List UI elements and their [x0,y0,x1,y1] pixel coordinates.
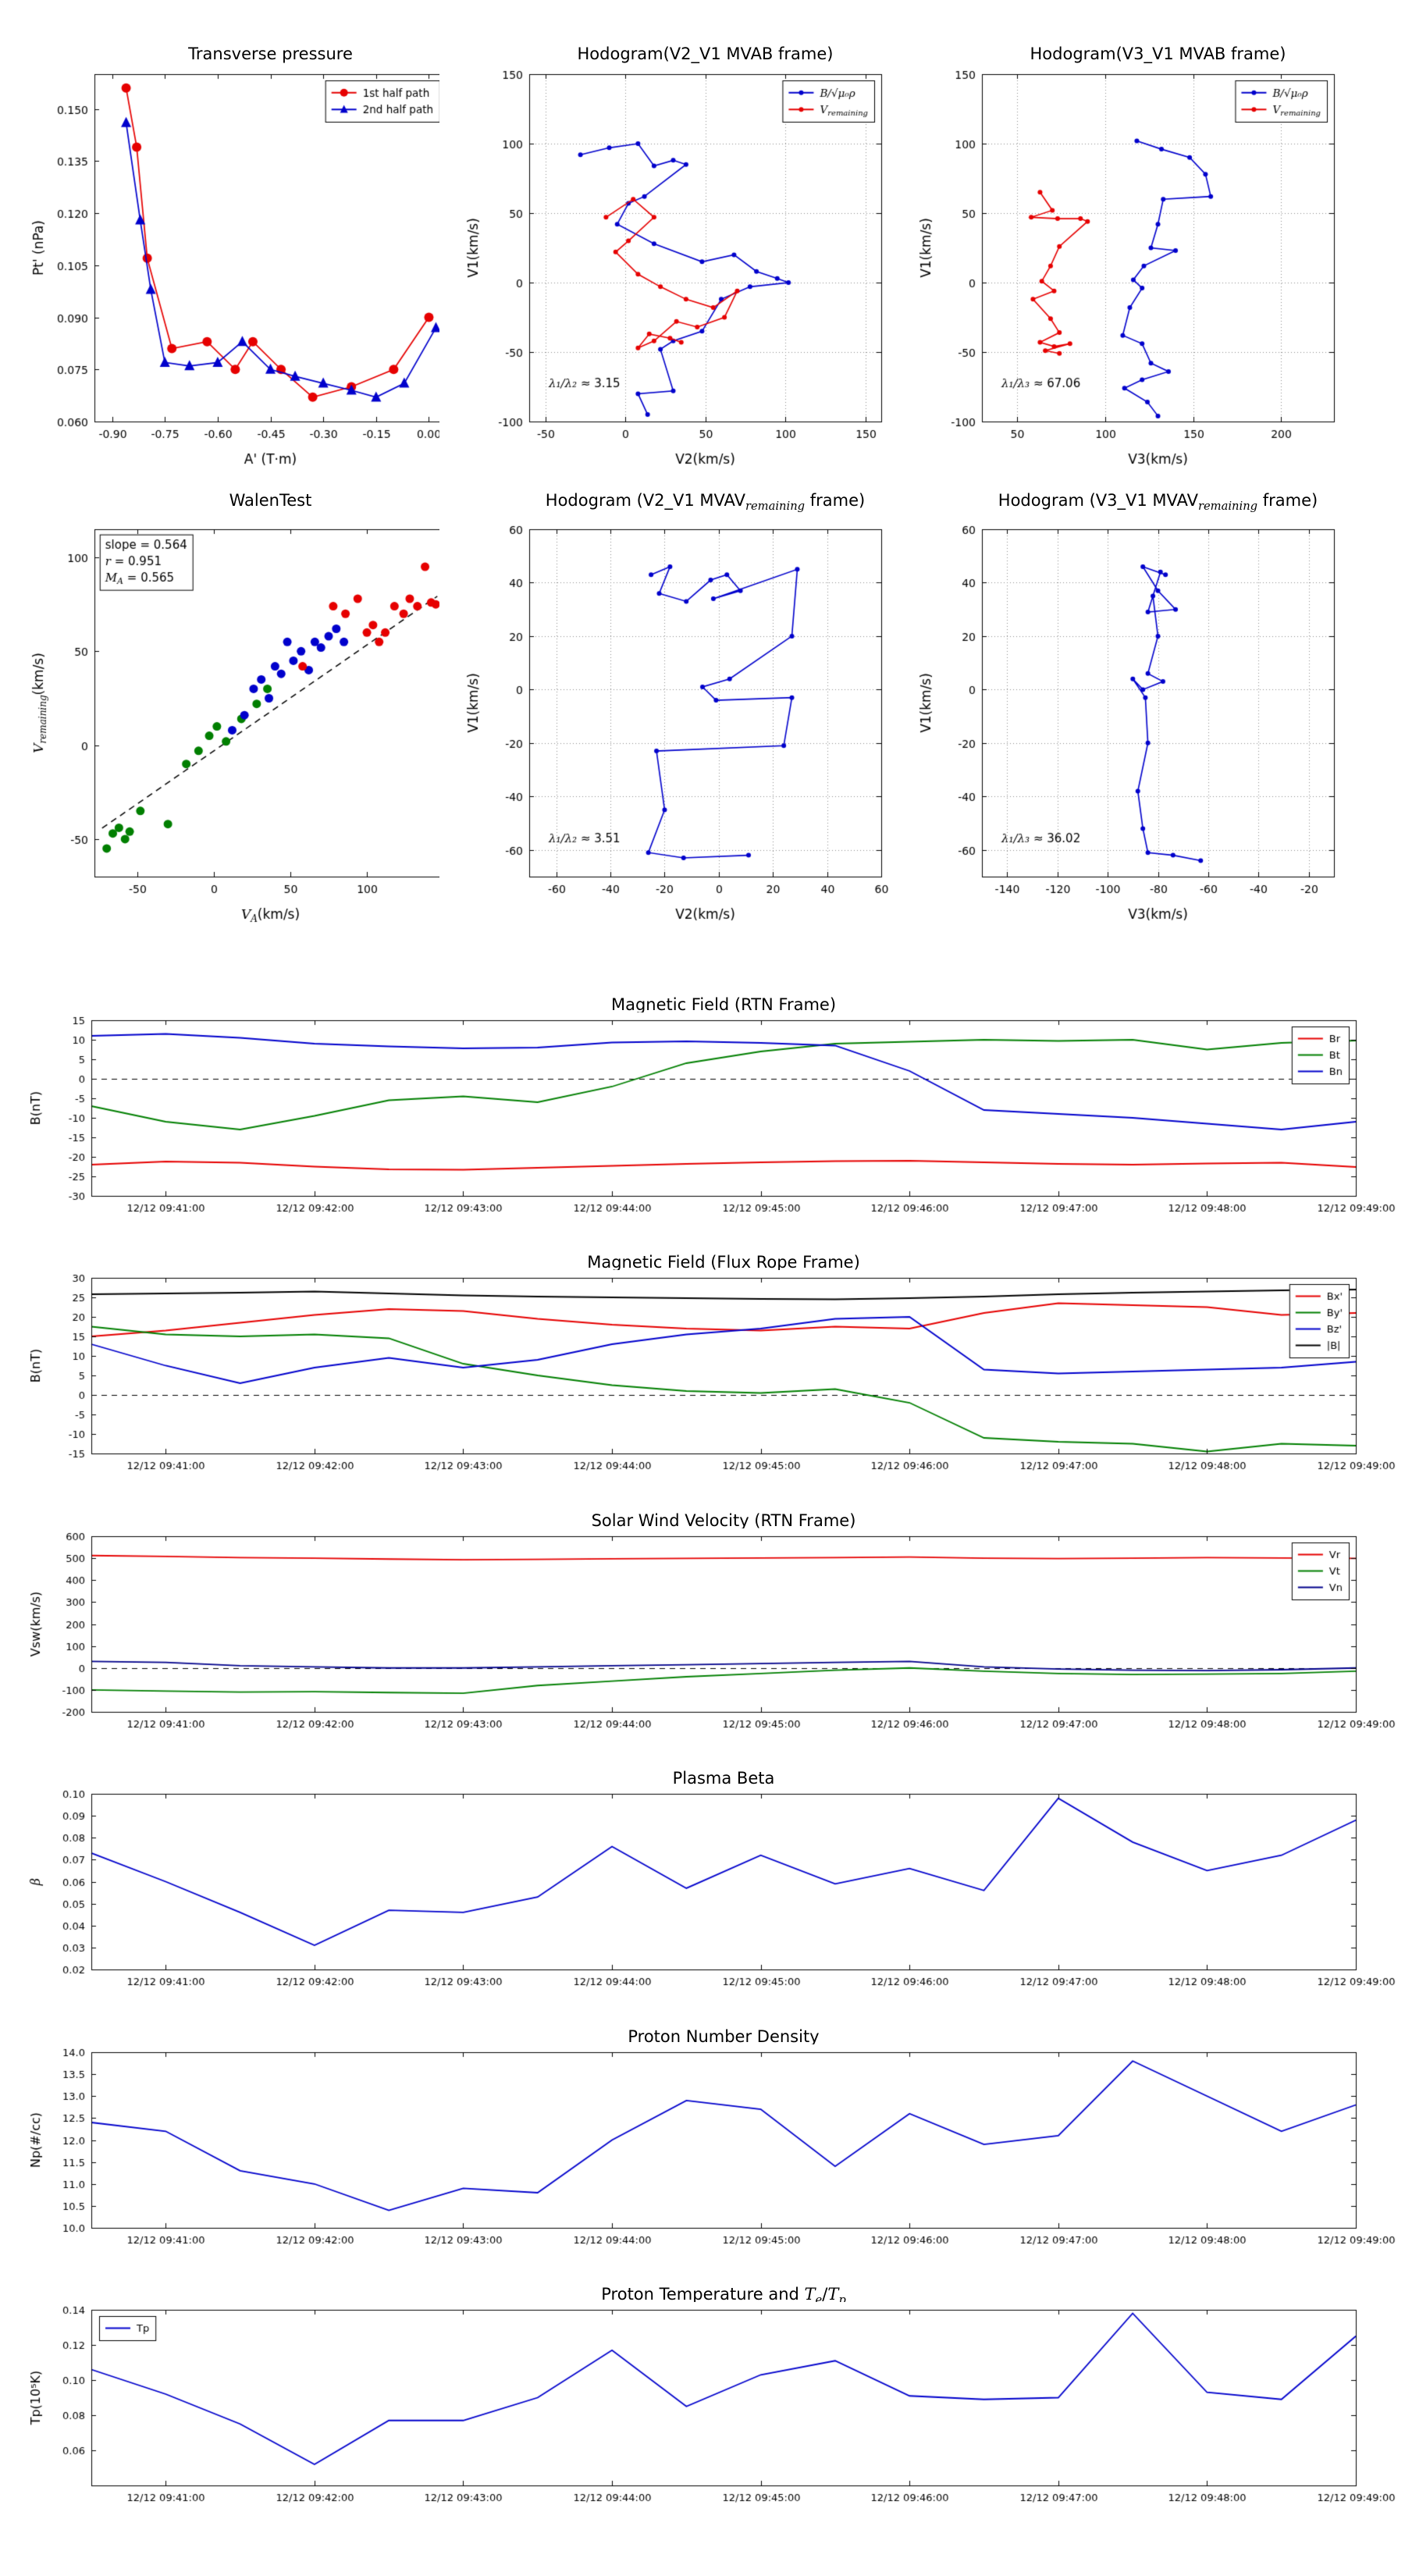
chart-hodogram-v3v1-mvav [892,520,1371,938]
chart-title-plasma-beta: Plasma Beta [672,1769,775,1788]
chart-title-magnetic-field-rtn: Magnetic Field (RTN Frame) [610,995,837,1014]
chart-hodogram-v2v1-mvab [439,65,919,482]
chart-transverse-pressure [5,65,484,482]
chart-walen-test [5,520,484,938]
chart-magnetic-field-rtn [2,1012,1403,1239]
chart-title-solar-wind-velocity: Solar Wind Velocity (RTN Frame) [591,1511,856,1530]
chart-magnetic-field-flux-rope [2,1270,1403,1496]
chart-hodogram-v2v1-mvav [439,520,919,938]
chart-title-hodogram-v3v1-mvav: Hodogram (V3_V1 MVAVremaining frame) [998,491,1318,514]
chart-title-hodogram-v2v1-mvav: Hodogram (V2_V1 MVAVremaining frame) [545,491,866,514]
chart-title-proton-density: Proton Number Density [628,2027,820,2046]
chart-title-hodogram-v2v1-mvab: Hodogram(V2_V1 MVAB frame) [577,44,834,63]
chart-title-hodogram-v3v1-mvab: Hodogram(V3_V1 MVAB frame) [1030,44,1286,63]
chart-solar-wind-velocity [2,1528,1403,1755]
chart-title-walen-test: WalenTest [229,491,312,510]
chart-title-magnetic-field-flux-rope: Magnetic Field (Flux Rope Frame) [587,1253,860,1272]
chart-title-proton-temperature: Proton Temperature and Te/Tp [601,2285,846,2307]
chart-proton-density [2,2044,1403,2271]
chart-proton-temperature [2,2302,1403,2528]
chart-plasma-beta [2,1786,1403,2012]
chart-title-transverse-pressure: Transverse pressure [188,44,353,63]
chart-hodogram-v3v1-mvab [892,65,1371,482]
